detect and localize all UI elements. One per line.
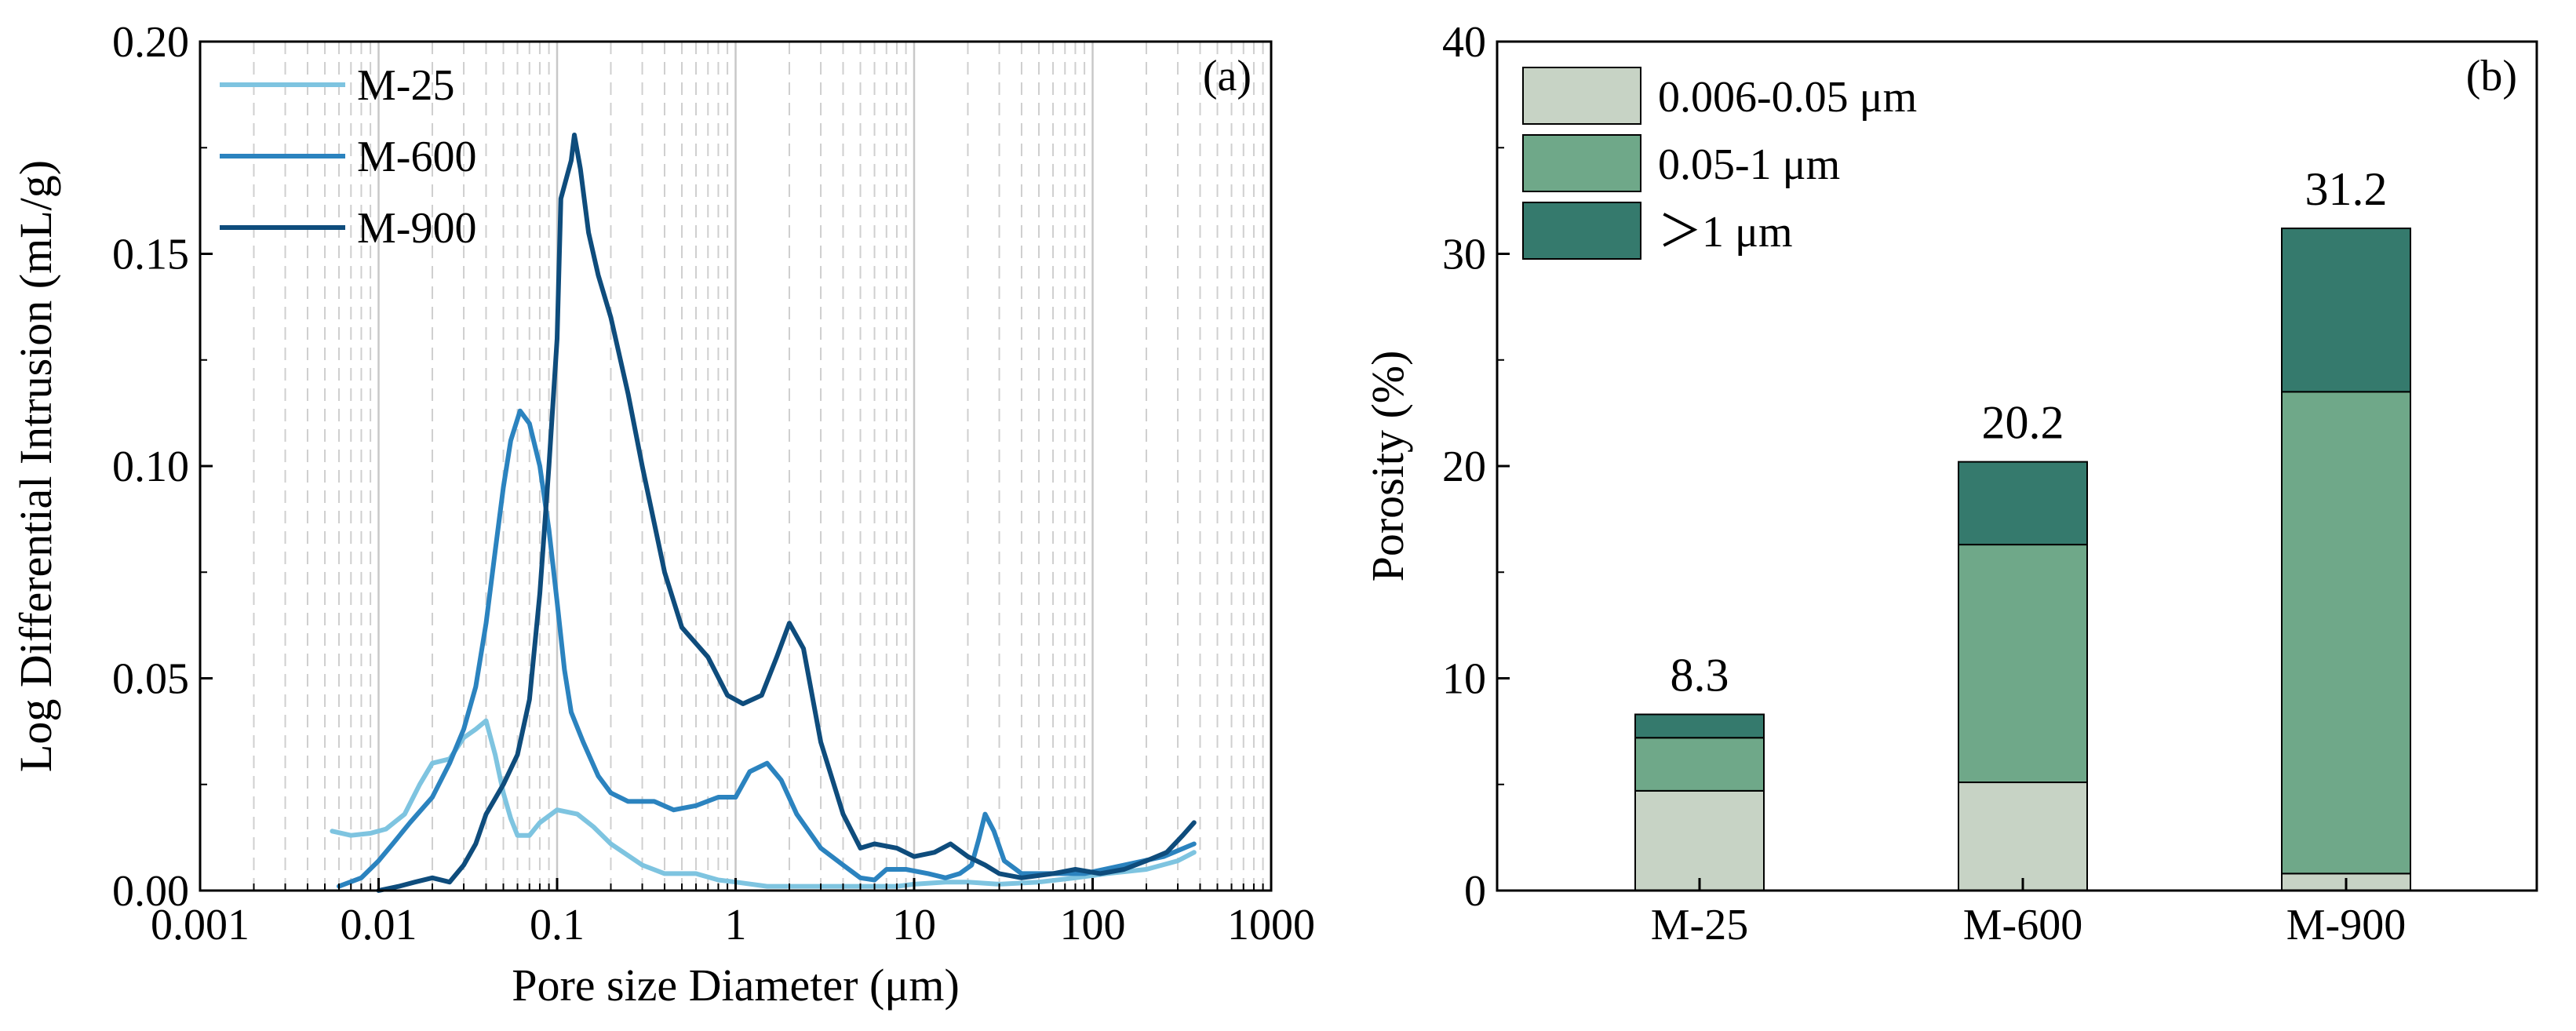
- panel-a-x-ticks: 0.001 0.01 0.1 1 10 100 1000: [151, 878, 1315, 949]
- bar-segment-m-600-2: [1958, 461, 2088, 546]
- legend-swatch-2: [1522, 202, 1641, 260]
- panel-a-lines: [330, 133, 1197, 893]
- panel-a-tag: (a): [1203, 52, 1252, 100]
- panel-b-x-ticks: M-25 M-600 M-900: [1651, 878, 2406, 949]
- total-label-m-25: 8.3: [1671, 649, 1729, 701]
- panel-a-x-tick-label: 0.1: [530, 901, 585, 949]
- panel-a-y-axis-title: Log Differential Intrusion (mL/g): [10, 160, 61, 772]
- panel-a-y-ticks: 0.00 0.05 0.10 0.15 0.20: [112, 18, 213, 916]
- panel-a-y-tick-label: 0.10: [112, 443, 189, 491]
- panel-b-y-axis-title: Porosity (%): [1362, 351, 1413, 582]
- panel-b-total-labels: 8.3 20.2 31.2: [1671, 163, 2388, 701]
- panel-a-y-tick-label: 0.20: [112, 18, 189, 67]
- legend-label-m-900: M-900: [357, 204, 476, 253]
- panel-b-bar-chart: M-25 M-600 M-900 0 10 20 30 40 Porosity (%) (b…: [1362, 18, 2538, 949]
- bar-segment-m-25-0: [1634, 789, 1765, 891]
- bar-segment-m-900-1: [2281, 391, 2411, 875]
- panel-b-y-tick-label: 10: [1442, 655, 1486, 704]
- panel-a-y-tick-label: 0.00: [112, 867, 189, 916]
- total-label-m-600: 20.2: [1982, 397, 2064, 449]
- panel-a-x-tick-label: 0.001: [151, 901, 250, 949]
- panel-b-x-tick-label: M-900: [2286, 901, 2406, 949]
- panel-b-legend: 0.006-0.05 μm 0.05-1 μm ＞1 μm: [1522, 67, 1917, 260]
- bar-segment-m-25-2: [1634, 713, 1765, 739]
- panel-a-x-axis-title: Pore size Diameter (μm): [512, 960, 960, 1011]
- series-line-m-600: [337, 408, 1197, 889]
- legend-label-1: 0.05-1 μm: [1658, 140, 1840, 189]
- panel-b-x-tick-label: M-600: [1963, 901, 2082, 949]
- panel-a-legend: M-25 M-600 M-900: [220, 61, 476, 253]
- panel-b-y-tick-label: 30: [1442, 231, 1486, 279]
- legend-swatch-1: [1522, 134, 1641, 192]
- panel-a-grid: [253, 42, 1264, 891]
- legend-label-0: 0.006-0.05 μm: [1658, 73, 1917, 122]
- bar-segment-m-900-2: [2281, 228, 2411, 393]
- panel-b-y-ticks: 0 10 20 30 40: [1442, 18, 1510, 916]
- bar-segment-m-600-0: [1958, 781, 2088, 891]
- panel-a-x-tick-label: 1000: [1227, 901, 1315, 949]
- panel-a-y-tick-label: 0.15: [112, 231, 189, 279]
- panel-b-bars: [1634, 228, 2411, 891]
- panel-a-line-chart: 0.001 0.01 0.1 1 10 100 1000 0.000.050.100.150…: [10, 18, 1315, 1011]
- total-label-m-900: 31.2: [2305, 163, 2388, 215]
- legend-swatch-0: [1522, 67, 1641, 125]
- legend-label-m-600: M-600: [357, 133, 476, 181]
- legend-label-m-25: M-25: [357, 61, 454, 110]
- panel-a-y-tick-label: 0.05: [112, 655, 189, 704]
- panel-a-x-tick-label: 1: [725, 901, 747, 949]
- panel-a-x-tick-label: 0.01: [341, 901, 417, 949]
- series-line-m-25: [330, 718, 1197, 889]
- panel-a-x-tick-label: 100: [1060, 901, 1126, 949]
- panel-b-tag: (b): [2466, 52, 2517, 100]
- bar-segment-m-600-1: [1958, 544, 2088, 784]
- bar-segment-m-25-1: [1634, 737, 1765, 792]
- panel-b-x-tick-label: M-25: [1651, 901, 1748, 949]
- series-line-m-900: [376, 133, 1197, 893]
- panel-b-y-tick-label: 20: [1442, 443, 1486, 491]
- legend-label-2: ＞1 μm: [1658, 208, 1793, 257]
- panel-a-x-tick-label: 10: [892, 901, 936, 949]
- panel-b-y-tick-label: 0: [1464, 867, 1486, 916]
- panel-b-y-tick-label: 40: [1442, 18, 1486, 67]
